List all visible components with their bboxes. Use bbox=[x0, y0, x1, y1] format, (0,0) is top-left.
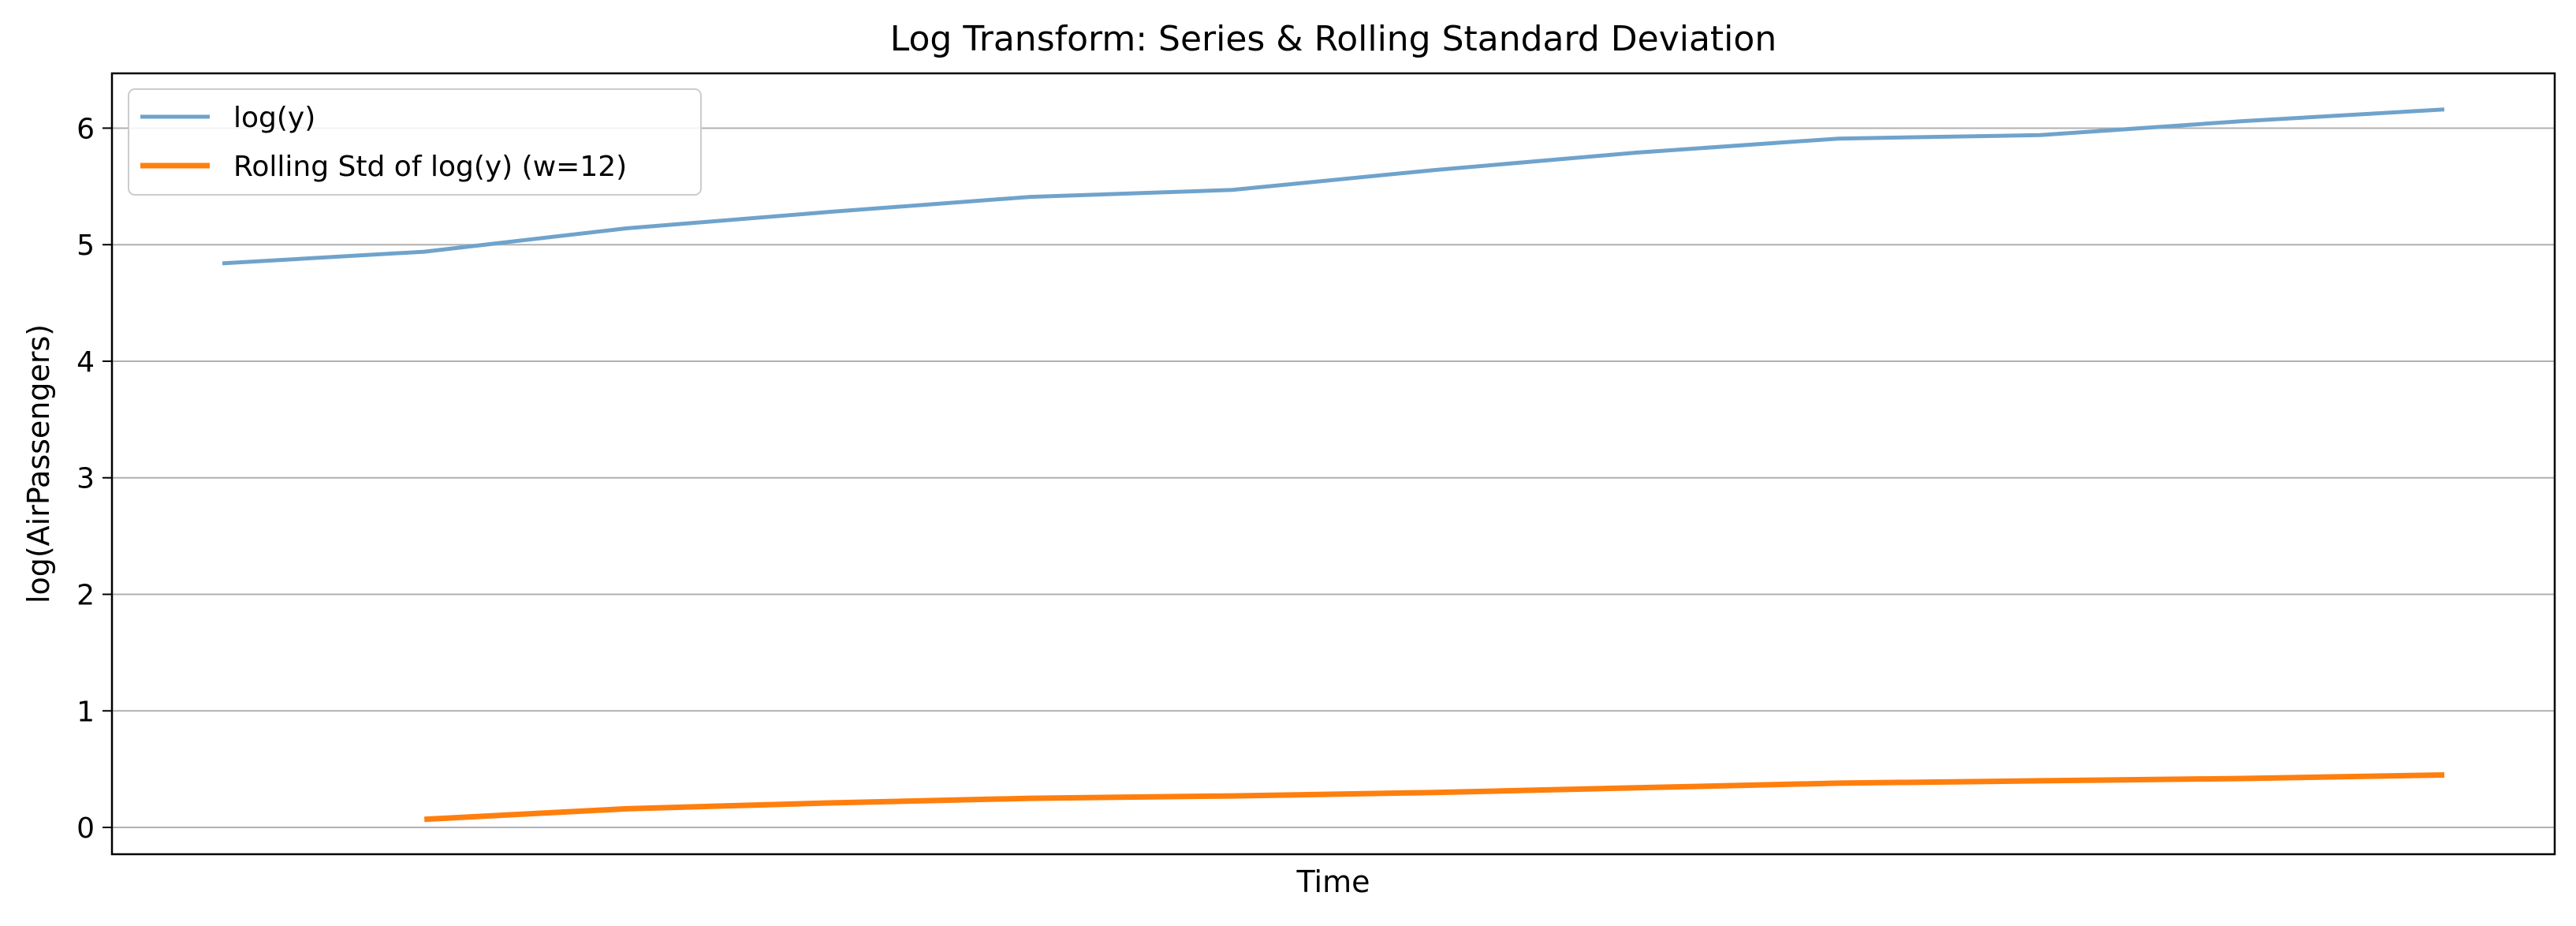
legend-label-rolling-std: Rolling Std of log(y) (w=12) bbox=[233, 151, 627, 183]
series-line-log-y bbox=[222, 107, 2445, 266]
y-tick-label: 3 bbox=[76, 463, 95, 495]
x-axis-label: Time bbox=[1296, 864, 1370, 899]
y-axis: 0 1 2 3 4 5 6 bbox=[76, 113, 112, 845]
y-tick-label: 1 bbox=[76, 696, 95, 728]
plot-frame bbox=[110, 72, 2556, 856]
y-axis-label: log(AirPassengers) bbox=[21, 324, 56, 603]
legend-label-log-y: log(y) bbox=[233, 102, 315, 134]
y-tick-label: 2 bbox=[76, 579, 95, 611]
y-tick-label: 4 bbox=[76, 346, 95, 379]
legend: log(y) Rolling Std of log(y) (w=12) bbox=[128, 88, 702, 196]
y-tick-label: 6 bbox=[76, 113, 95, 145]
chart-title: Log Transform: Series & Rolling Standard… bbox=[890, 19, 1776, 59]
series-layer bbox=[222, 107, 2445, 823]
series-line-rolling-std bbox=[424, 772, 2445, 823]
legend-box bbox=[128, 88, 702, 196]
y-tick-label: 0 bbox=[76, 812, 95, 845]
y-tick-label: 5 bbox=[76, 230, 95, 262]
